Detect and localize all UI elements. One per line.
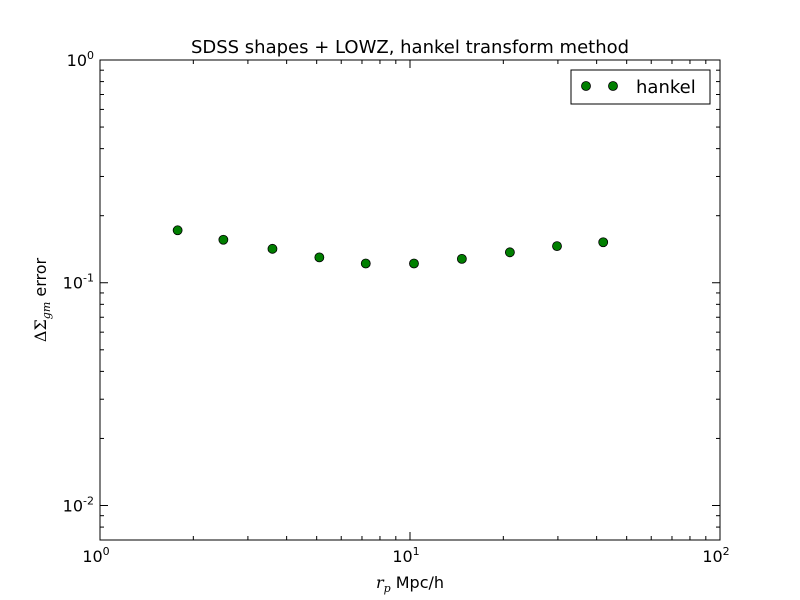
data-point	[267, 243, 278, 254]
minor-ticks	[100, 60, 720, 541]
y-axis-label-symbol: ΔΣ	[31, 319, 50, 342]
x-axis-label-symbol: r	[376, 573, 385, 592]
data-point	[598, 237, 609, 248]
y-axis-label-suffix: error	[31, 257, 50, 301]
chart-title: SDSS shapes + LOWZ, hankel transform met…	[191, 37, 629, 58]
data-point	[218, 234, 229, 245]
data-point	[314, 252, 325, 263]
x-axis-label-subscript: p	[384, 582, 391, 595]
y-tick-label: 10-1	[63, 272, 94, 293]
x-tick-label: 101	[392, 545, 419, 566]
y-axis-label-subscript: gm	[40, 302, 53, 319]
x-axis-label-unit: Mpc/h	[391, 573, 444, 592]
tick-labels: 100 101 102 10-2 10-1 100	[63, 49, 730, 566]
data-point	[172, 225, 183, 236]
y-axis-label: ΔΣgm error	[31, 257, 53, 342]
plot-frame	[99, 59, 721, 541]
data-point	[409, 258, 419, 269]
x-tick-label: 100	[82, 545, 109, 566]
legend-box	[570, 69, 711, 105]
legend-marker	[581, 81, 591, 91]
y-tick-label: 10-2	[63, 494, 94, 515]
data-point	[552, 241, 562, 252]
data-point	[456, 253, 467, 264]
legend: hankel	[570, 69, 711, 105]
data-point	[504, 247, 515, 258]
data-point	[360, 258, 371, 269]
major-ticks	[99, 59, 721, 540]
y-tick-label: 100	[67, 49, 94, 70]
data-points	[172, 225, 609, 269]
x-axis-label: rp Mpc/h	[376, 573, 444, 595]
legend-marker	[608, 81, 618, 91]
x-tick-label: 102	[702, 545, 729, 566]
legend-label: hankel	[636, 77, 696, 98]
